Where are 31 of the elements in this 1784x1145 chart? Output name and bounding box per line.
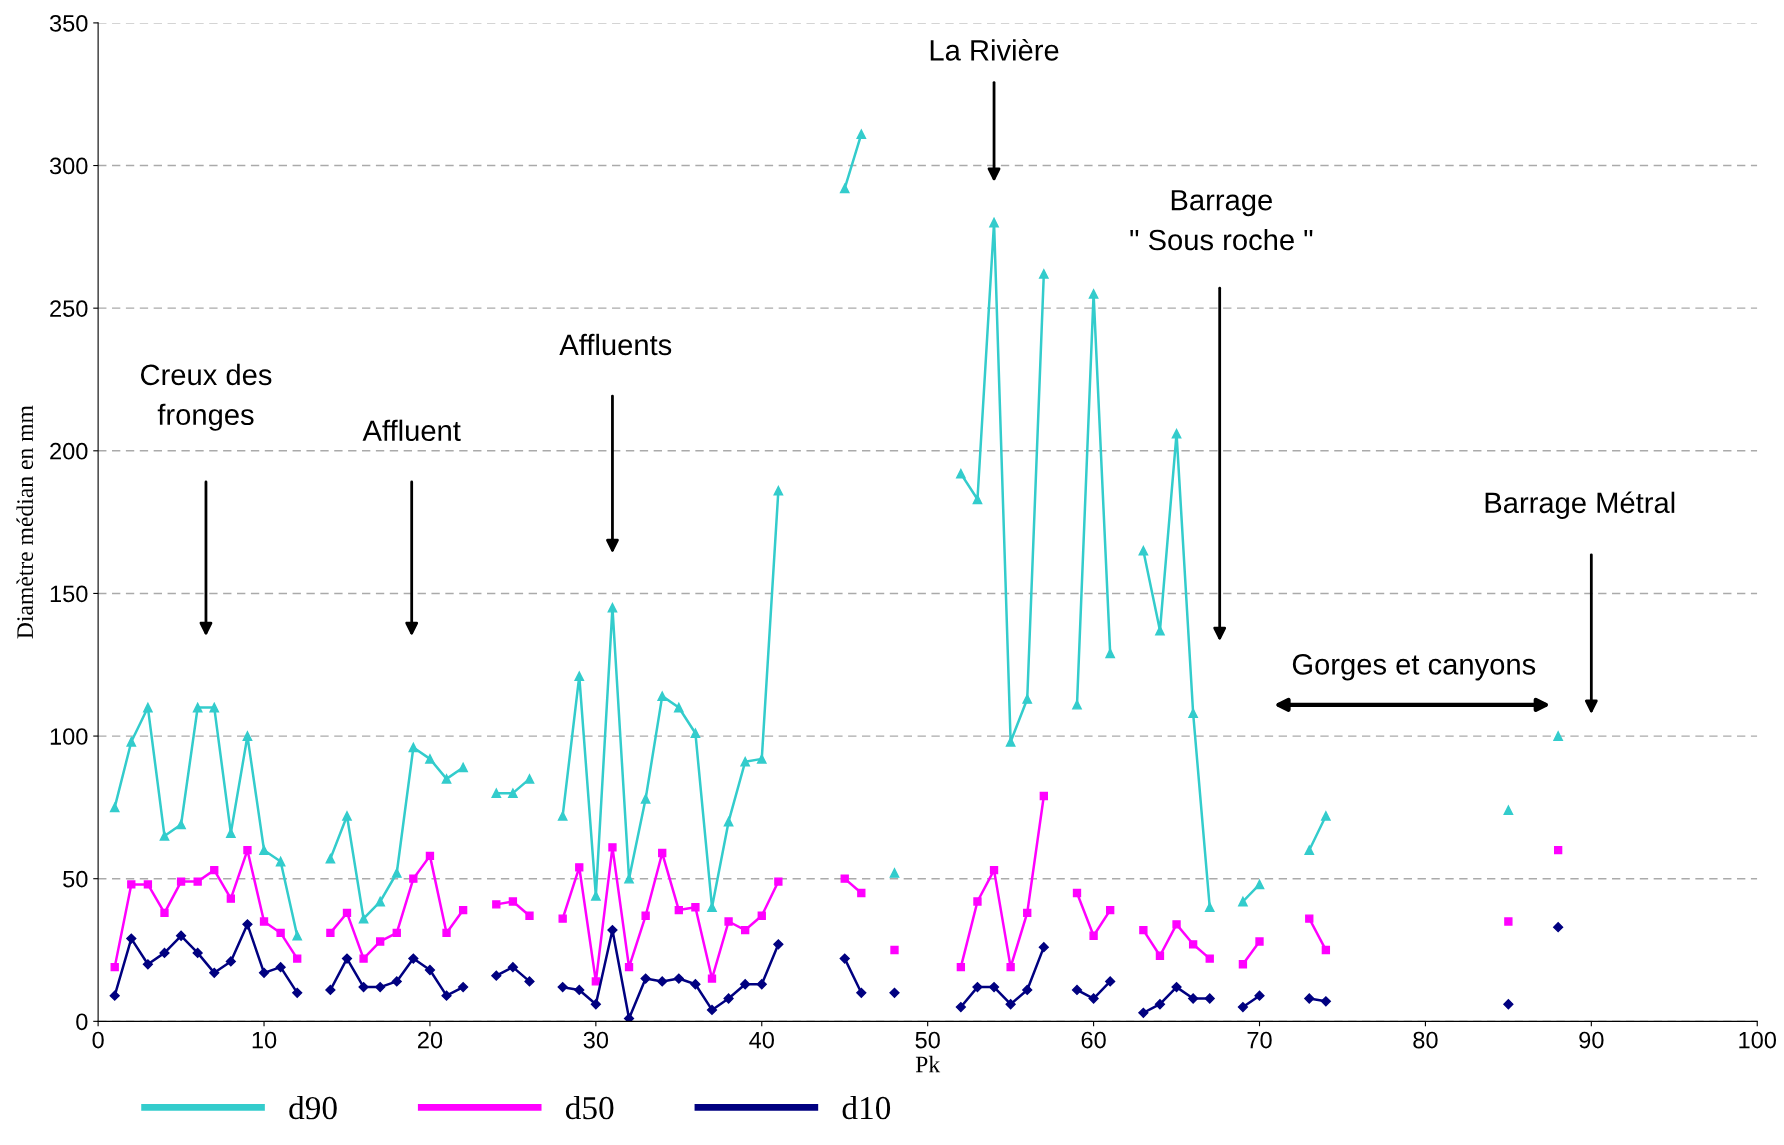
legend-label: d90 <box>289 1095 337 1120</box>
annotation: Affluent <box>362 419 461 442</box>
y-tick-label: 50 <box>63 870 88 888</box>
annotation: Creux des fronges <box>140 363 272 431</box>
y-tick-label: 300 <box>49 157 88 175</box>
x-tick-label: 10 <box>252 1031 277 1049</box>
y-tick-label: 0 <box>76 1013 88 1031</box>
y-tick-label: 150 <box>50 585 88 603</box>
x-tick-label: 40 <box>749 1031 774 1049</box>
y-tick-label: 200 <box>50 442 88 460</box>
x-tick-label: 60 <box>1081 1031 1106 1049</box>
annotation: Gorges et canyons <box>1292 654 1536 681</box>
x-tick-label: 50 <box>915 1031 940 1049</box>
y-tick-label: 100 <box>50 728 88 745</box>
annotation: Barrage Métral <box>1485 491 1675 519</box>
x-tick-label: 70 <box>1247 1031 1272 1049</box>
x-tick-label: 0 <box>92 1031 104 1049</box>
legend-label: d10 <box>842 1095 891 1120</box>
annotation: Affluents <box>559 333 672 356</box>
x-axis-title: Pk <box>915 1055 941 1073</box>
legend-label: d50 <box>565 1095 614 1120</box>
annotation: Barrage " Sous roche " <box>1130 190 1313 251</box>
x-tick-label: 20 <box>418 1031 443 1049</box>
x-tick-label: 90 <box>1579 1031 1604 1049</box>
y-tick-label: 250 <box>50 300 88 317</box>
y-axis-title: Diamètre médian en mm <box>16 405 34 639</box>
y-tick-label: 350 <box>49 14 88 32</box>
x-tick-label: 80 <box>1413 1031 1438 1049</box>
x-tick-label: 100 <box>1739 1031 1777 1049</box>
x-tick-label: 30 <box>583 1031 609 1049</box>
annotation: La Rivière <box>930 38 1059 61</box>
